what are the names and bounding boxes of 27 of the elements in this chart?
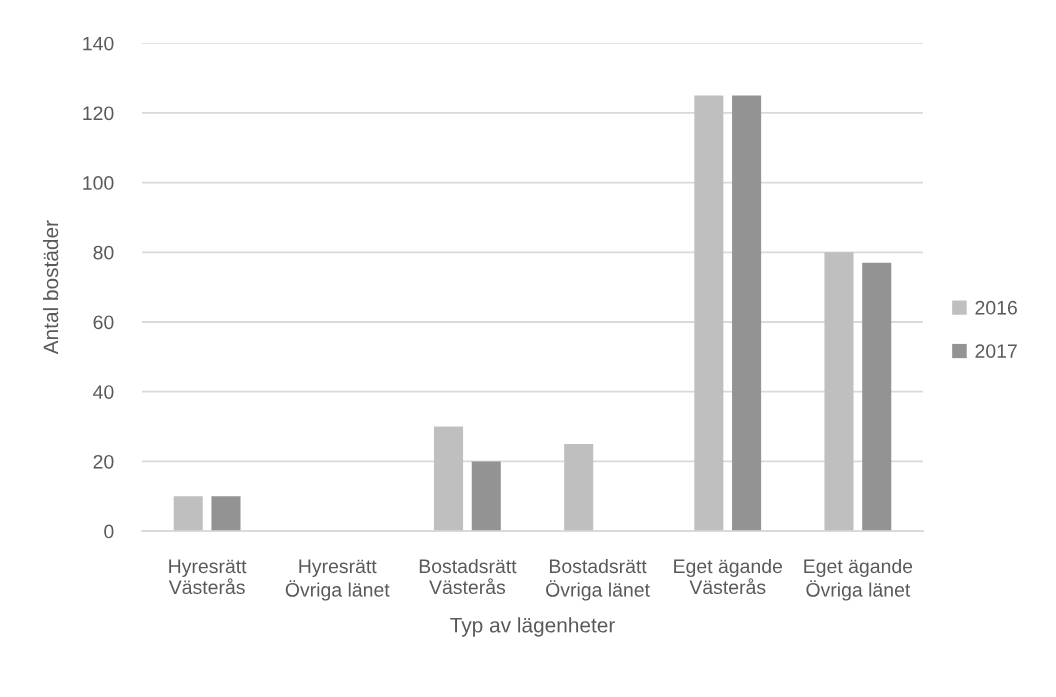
y-tick-label: 100 xyxy=(83,176,114,190)
bar xyxy=(471,461,501,532)
bar xyxy=(564,443,594,532)
bar xyxy=(862,262,892,532)
bar xyxy=(434,426,464,532)
x-tick-label: Eget ägande Västerås xyxy=(674,558,782,595)
y-tick-label: 0 xyxy=(104,524,114,539)
bar xyxy=(732,95,762,532)
legend-label: 2017 xyxy=(975,344,1017,358)
legend-label: 2016 xyxy=(975,300,1017,315)
bar xyxy=(824,252,854,532)
y-tick-label: 60 xyxy=(93,315,114,330)
x-tick-label: Hyresrätt Västerås xyxy=(168,559,247,595)
y-tick-label: 140 xyxy=(83,36,114,51)
y-tick-label: 120 xyxy=(83,106,114,121)
y-axis-title: Antal bostäder xyxy=(42,220,59,355)
bar xyxy=(173,496,203,532)
x-tick-label: Bostadsrätt Västerås xyxy=(419,558,517,595)
bar xyxy=(211,496,241,532)
x-tick-label: Bostadsrätt Övriga länet xyxy=(546,558,650,601)
bar xyxy=(694,95,724,532)
y-tick-label: 20 xyxy=(93,454,114,469)
x-axis-title: Typ av lägenheter xyxy=(450,617,615,637)
y-tick-label: 40 xyxy=(93,385,114,399)
x-tick-label: Hyresrätt Övriga länet xyxy=(285,559,390,601)
x-tick-label: Eget ägande Övriga länet xyxy=(804,558,913,601)
y-tick-label: 80 xyxy=(93,245,114,260)
